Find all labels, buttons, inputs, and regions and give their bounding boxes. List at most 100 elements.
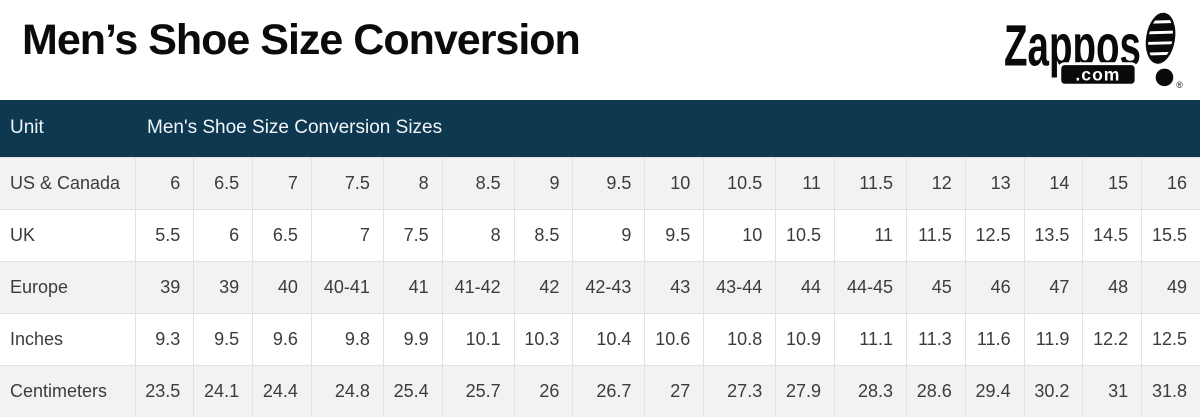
table-row: UK 5.5 6 6.5 7 7.5 8 8.5 9 9.5 10 10.5 11 11.5 12.5 13.…	[0, 208, 1200, 261]
table-header: Unit Men's Shoe Size Conversion Sizes	[0, 100, 1200, 157]
size-value-cell: 45	[906, 260, 966, 313]
sizes-header-cell: Men's Shoe Size Conversion Sizes	[135, 100, 1200, 157]
size-value-cell: 7	[252, 156, 312, 209]
unit-header-cell: Unit	[0, 100, 135, 157]
size-value-cell: 12.5	[1141, 312, 1200, 365]
size-value-cell: 13.5	[1023, 208, 1083, 261]
size-value-cell: 16	[1141, 156, 1200, 209]
size-value-cell: 11	[834, 208, 907, 261]
size-value-cell: 11	[775, 156, 835, 209]
size-value-cell: 6.5	[252, 208, 312, 261]
size-value-cell: 43	[644, 260, 704, 313]
size-value-cell: 10.5	[703, 156, 776, 209]
size-value-cell: 25.7	[441, 364, 515, 417]
size-value-cell: 25.4	[382, 364, 443, 417]
size-value-cell: 24.8	[310, 364, 384, 417]
row-label: UK	[0, 208, 135, 261]
size-value-cell: 23.5	[134, 364, 194, 417]
dot-com-label: .com	[1075, 64, 1120, 84]
size-value-cell: 26.7	[572, 364, 645, 417]
size-value-cell: 7.5	[382, 208, 443, 261]
size-value-cell: 46	[964, 260, 1025, 313]
size-value-cell: 7	[310, 208, 384, 261]
page-title: Men’s Shoe Size Conversion	[22, 16, 581, 64]
size-value-cell: 10.3	[513, 312, 573, 365]
size-value-cell: 11.6	[964, 312, 1025, 365]
size-value-cell: 6.5	[193, 156, 253, 209]
size-table-body: US & Canada 6 6.5 7 7.5 8 8.5 9 9.5 10 10.5 11 11.5 1…	[0, 156, 1200, 417]
size-value-cell: 42	[513, 260, 573, 313]
size-value-cell: 10.5	[775, 208, 835, 261]
table-row: Europe 39 39 40 40-41 41 41-42 42 42-43 43 43-44 44…	[0, 260, 1200, 313]
size-value-cell: 10.4	[572, 312, 645, 365]
size-value-cell: 39	[134, 260, 194, 313]
size-value-cell: 10.1	[441, 312, 515, 365]
size-value-cell: 42-43	[572, 260, 645, 313]
row-label: Inches	[0, 312, 135, 365]
size-value-cell: 30.2	[1023, 364, 1083, 417]
size-value-cell: 11.9	[1023, 312, 1083, 365]
size-value-cell: 8.5	[441, 156, 515, 209]
masthead: Men’s Shoe Size Conversion Zappos	[0, 0, 1200, 100]
exclamation-dot	[1155, 68, 1174, 87]
size-value-cell: 8	[441, 208, 515, 261]
table-row: Inches 9.3 9.5 9.6 9.8 9.9 10.1 10.3 10.4 10.6 10.…	[0, 312, 1200, 365]
size-value-cell: 10	[703, 208, 776, 261]
header-row: Unit Men's Shoe Size Conversion Sizes	[0, 100, 1200, 157]
size-value-cell: 11.3	[906, 312, 966, 365]
size-value-cell: 14.5	[1082, 208, 1142, 261]
size-value-cell: 9.6	[252, 312, 312, 365]
size-value-cell: 10.9	[775, 312, 835, 365]
size-value-cell: 6	[134, 156, 194, 209]
shoe-exclamation-icon	[1143, 12, 1178, 65]
size-value-cell: 28.6	[906, 364, 966, 417]
size-value-cell: 15.5	[1141, 208, 1200, 261]
size-value-cell: 31.8	[1141, 364, 1200, 417]
size-value-cell: 11.5	[834, 156, 907, 209]
size-value-cell: 27	[644, 364, 704, 417]
size-value-cell: 9.5	[572, 156, 645, 209]
size-value-cell: 7.5	[310, 156, 384, 209]
size-value-cell: 27.9	[775, 364, 835, 417]
size-value-cell: 12	[906, 156, 966, 209]
registered-mark: ®	[1176, 80, 1183, 90]
size-value-cell: 9.3	[134, 312, 194, 365]
size-value-cell: 28.3	[834, 364, 907, 417]
size-value-cell: 24.1	[193, 364, 253, 417]
size-conversion-table: Unit Men's Shoe Size Conversion Sizes US…	[0, 100, 1200, 417]
size-value-cell: 41	[382, 260, 443, 313]
size-value-cell: 31	[1082, 364, 1142, 417]
zappos-logo-graphic: Zappos .com ®	[1004, 12, 1183, 90]
size-value-cell: 5.5	[134, 208, 194, 261]
size-value-cell: 8.5	[513, 208, 573, 261]
size-value-cell: 29.4	[964, 364, 1025, 417]
size-value-cell: 12.5	[964, 208, 1025, 261]
size-value-cell: 10.8	[703, 312, 776, 365]
size-value-cell: 11.5	[906, 208, 966, 261]
size-value-cell: 9.5	[193, 312, 253, 365]
dot-com-badge: .com	[1058, 62, 1138, 87]
size-value-cell: 10	[644, 156, 704, 209]
size-value-cell: 49	[1141, 260, 1200, 313]
size-value-cell: 6	[193, 208, 253, 261]
size-value-cell: 39	[193, 260, 253, 313]
size-value-cell: 43-44	[703, 260, 776, 313]
size-value-cell: 48	[1082, 260, 1142, 313]
size-value-cell: 9.8	[310, 312, 384, 365]
size-value-cell: 12.2	[1082, 312, 1142, 365]
size-value-cell: 9	[513, 156, 573, 209]
size-value-cell: 24.4	[252, 364, 312, 417]
size-value-cell: 44	[775, 260, 835, 313]
size-value-cell: 27.3	[703, 364, 776, 417]
row-label: Europe	[0, 260, 135, 313]
size-value-cell: 13	[964, 156, 1025, 209]
size-value-cell: 9.5	[644, 208, 704, 261]
size-value-cell: 11.1	[834, 312, 907, 365]
row-label: US & Canada	[0, 156, 135, 209]
size-value-cell: 40	[252, 260, 312, 313]
size-value-cell: 8	[382, 156, 443, 209]
size-value-cell: 44-45	[834, 260, 907, 313]
size-conversion-table-section: Unit Men's Shoe Size Conversion Sizes US…	[0, 100, 1200, 417]
table-row: Centimeters 23.5 24.1 24.4 24.8 25.4 25.7 26 26.…	[0, 364, 1200, 417]
size-value-cell: 9	[572, 208, 645, 261]
